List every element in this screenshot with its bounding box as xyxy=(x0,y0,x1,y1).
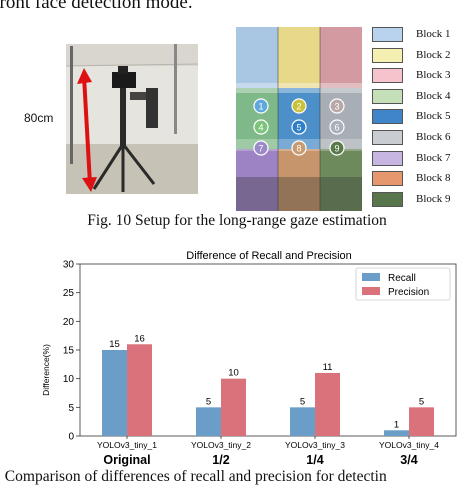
bar-recall-3 xyxy=(290,407,315,436)
bar-value-label: 5 xyxy=(300,396,305,407)
bar-value-label: 16 xyxy=(134,333,145,344)
bar-recall-2 xyxy=(196,407,221,436)
y-tick-label: 0 xyxy=(68,432,74,443)
height-label: 80cm xyxy=(24,111,54,125)
figure-11-caption: 11 Comparison of differences of recall a… xyxy=(0,468,387,485)
grid-marker-9 xyxy=(329,140,345,156)
legend-swatch xyxy=(372,88,403,104)
bar-value-label: 5 xyxy=(206,396,211,407)
bar-precision-4 xyxy=(409,407,434,436)
legend-swatch xyxy=(372,47,403,63)
legend-swatch xyxy=(372,150,403,166)
block-grid-image: 1 2 3 4 5 6 7 8 9 xyxy=(236,27,362,211)
chart-legend-label: Recall xyxy=(388,273,416,284)
legend-swatch xyxy=(372,68,403,84)
grid-marker-2 xyxy=(291,98,307,114)
bar-precision-2 xyxy=(221,378,246,436)
x-tick-label: YOLOv3_tiny_3 xyxy=(285,440,345,450)
bar-value-label: 11 xyxy=(323,362,333,373)
grid-marker-label: 6 xyxy=(334,123,339,133)
bar-chart: Difference of Recall and Precision Diffe… xyxy=(41,250,457,467)
y-tick-label: 20 xyxy=(63,317,75,328)
legend-swatch xyxy=(372,27,403,42)
grid-marker-3 xyxy=(329,98,345,114)
bar-value-label: 15 xyxy=(109,339,120,350)
chart-legend-label: Precision xyxy=(388,287,429,298)
grid-marker-label: 9 xyxy=(334,144,339,154)
grid-marker-label: 3 xyxy=(334,102,339,112)
legend-block-label: Block 2 xyxy=(416,48,451,61)
legend-block-8: Block 8 xyxy=(372,171,472,188)
grid-marker-5 xyxy=(291,119,307,135)
x-category-sublabel: Original xyxy=(103,453,150,467)
legend-block-label: Block 8 xyxy=(416,172,451,185)
legend-block-3: Block 3 xyxy=(372,68,472,85)
y-tick-label: 15 xyxy=(63,346,75,357)
legend-block-9: Block 9 xyxy=(372,191,472,209)
grid-marker-label: 4 xyxy=(258,123,263,133)
y-tick-label: 5 xyxy=(68,403,74,414)
grid-marker-1 xyxy=(253,98,269,114)
grid-marker-label: 8 xyxy=(296,144,301,154)
top-partial-text: e front face detection mode. xyxy=(0,0,193,13)
bar-precision-1 xyxy=(127,344,152,436)
legend-block-5: Block 5 xyxy=(372,109,472,126)
legend-swatch xyxy=(372,130,403,145)
bar-value-label: 1 xyxy=(394,419,399,430)
y-tick-label: 30 xyxy=(63,260,75,271)
legend-block-label: Block 3 xyxy=(416,69,451,82)
chart-legend-swatch xyxy=(362,287,380,295)
legend-block-label: Block 9 xyxy=(416,192,451,205)
bar-recall-1 xyxy=(102,350,127,436)
bar-value-label: 5 xyxy=(419,396,424,407)
legend-swatch xyxy=(372,191,403,207)
legend-block-label: Block 7 xyxy=(416,151,451,164)
legend-block-label: Block 4 xyxy=(416,89,451,102)
grid-marker-label: 7 xyxy=(258,144,263,154)
bar-value-label: 10 xyxy=(228,368,239,379)
x-category-sublabel: 1/4 xyxy=(306,453,323,467)
y-tick-label: 10 xyxy=(63,374,75,385)
legend-block-6: Block 6 xyxy=(372,130,472,147)
grid-marker-8 xyxy=(291,140,307,156)
legend-block-label: Block 1 xyxy=(416,28,451,40)
grid-marker-7 xyxy=(253,140,269,156)
grid-marker-6 xyxy=(329,119,345,135)
x-tick-label: YOLOv3_tiny_1 xyxy=(97,440,157,450)
grid-marker-4 xyxy=(253,119,269,135)
tripod-photo xyxy=(66,44,198,194)
legend-block-1: Block 1 xyxy=(372,27,472,44)
bar-precision-3 xyxy=(315,372,340,436)
legend-block-label: Block 6 xyxy=(416,131,451,143)
x-tick-label: YOLOv3_tiny_2 xyxy=(191,440,251,450)
legend-block-4: Block 4 xyxy=(372,88,472,106)
y-axis-label: Difference(%) xyxy=(41,344,51,396)
legend-swatch xyxy=(372,109,403,125)
bar-recall-4 xyxy=(384,430,409,436)
grid-marker-label: 5 xyxy=(296,123,301,133)
grid-marker-label: 2 xyxy=(296,102,301,112)
chart-title: Difference of Recall and Precision xyxy=(186,250,352,262)
x-tick-label: YOLOv3_tiny_4 xyxy=(379,440,439,450)
legend-swatch xyxy=(372,171,403,187)
grid-marker-label: 1 xyxy=(258,102,263,112)
legend-block-2: Block 2 xyxy=(372,47,472,65)
figure-10-caption: Fig. 10 Setup for the long-range gaze es… xyxy=(87,212,387,229)
x-category-sublabel: 1/2 xyxy=(212,453,229,467)
chart-legend-swatch xyxy=(362,273,380,281)
legend-block-label: Block 5 xyxy=(416,110,451,123)
x-category-sublabel: 3/4 xyxy=(400,453,417,467)
legend-block-7: Block 7 xyxy=(372,150,472,168)
y-tick-label: 25 xyxy=(63,288,75,299)
